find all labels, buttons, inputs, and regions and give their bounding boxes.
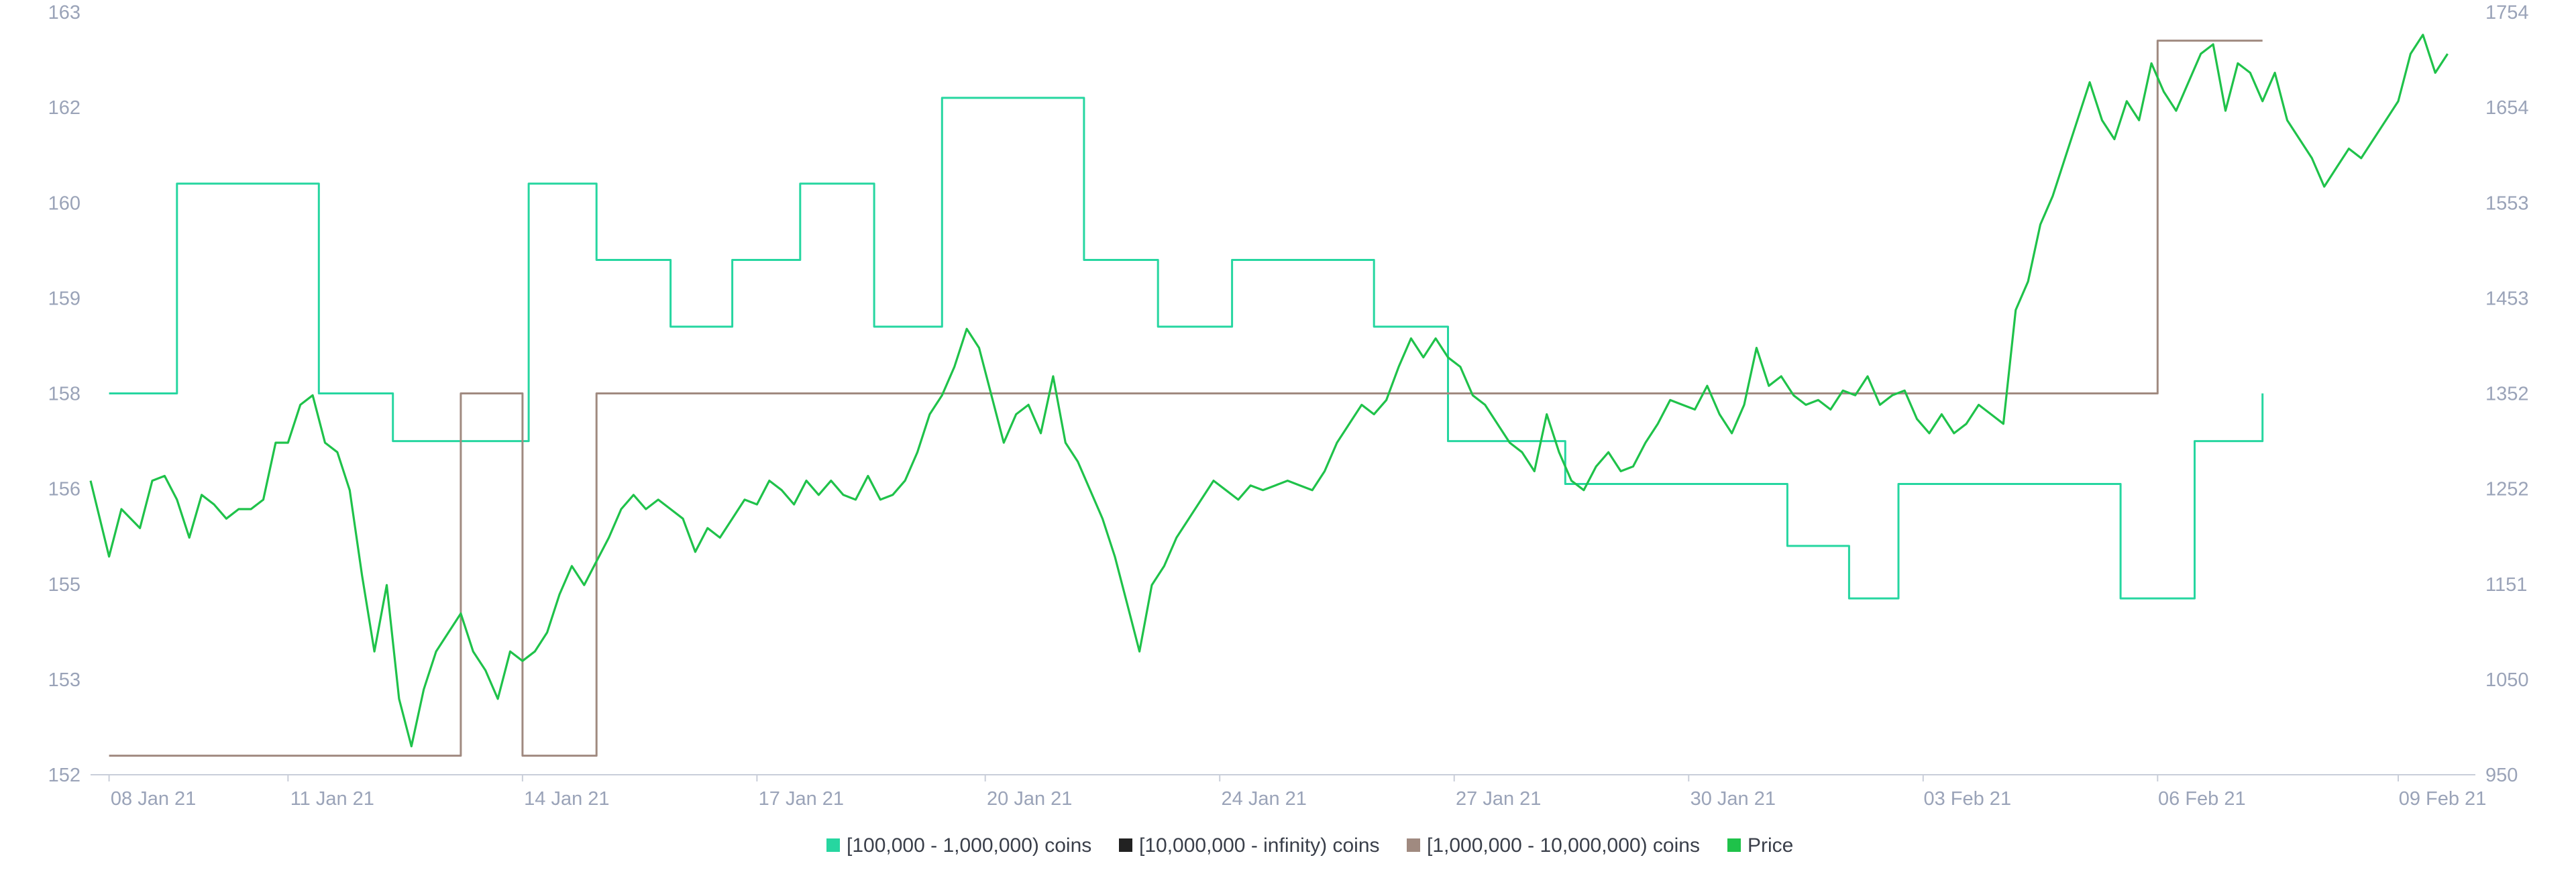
x-tick-label: 09 Feb 21 xyxy=(2399,788,2487,810)
y-right-tick-label: 1050 xyxy=(2485,669,2529,691)
legend-label-coins_1m_10m[interactable]: [1,000,000 - 10,000,000) coins xyxy=(1427,834,1700,857)
y-left-tick-label: 159 xyxy=(48,288,80,309)
y-right-tick-label: 1151 xyxy=(2485,574,2527,596)
y-right-tick-label: 950 xyxy=(2485,765,2518,786)
y-left-tick-label: 158 xyxy=(48,384,80,405)
y-right-tick-label: 1754 xyxy=(2485,2,2529,23)
x-tick-label: 06 Feb 21 xyxy=(2158,788,2246,810)
y-axis-right: 1754 1654 1553 1453 1352 1252 1151 1050 950 xyxy=(2485,2,2529,786)
x-tick-label: 14 Jan 21 xyxy=(524,788,609,810)
x-tick-label: 27 Jan 21 xyxy=(1456,788,1541,810)
x-tick-label: 24 Jan 21 xyxy=(1222,788,1307,810)
y-right-tick-label: 1252 xyxy=(2485,479,2529,500)
y-right-tick-label: 1453 xyxy=(2485,288,2529,309)
y-left-tick-label: 160 xyxy=(48,193,80,214)
x-tick-label: 17 Jan 21 xyxy=(759,788,844,810)
legend-swatch-price[interactable] xyxy=(1727,838,1741,852)
y-right-tick-label: 1654 xyxy=(2485,97,2529,119)
legend-label-coins_100k_1m[interactable]: [100,000 - 1,000,000) coins xyxy=(847,834,1091,857)
series-line-price xyxy=(89,34,2449,748)
plot-area xyxy=(89,34,2449,757)
legend-label-coins_10m_inf[interactable]: [10,000,000 - infinity) coins xyxy=(1139,834,1380,857)
x-tick-label: 08 Jan 21 xyxy=(111,788,196,810)
x-tick-label: 11 Jan 21 xyxy=(290,788,374,810)
x-tick-label: 20 Jan 21 xyxy=(987,788,1072,810)
x-tick-label: 30 Jan 21 xyxy=(1690,788,1776,810)
y-right-tick-label: 1352 xyxy=(2485,384,2529,405)
y-left-tick-label: 155 xyxy=(48,574,80,596)
y-left-tick-label: 153 xyxy=(48,669,80,691)
y-left-tick-label: 152 xyxy=(48,765,80,786)
y-left-tick-label: 162 xyxy=(48,97,80,119)
series-line-coins_100k_1m xyxy=(109,97,2264,600)
y-axis-left: 163 162 160 159 158 156 155 153 152 xyxy=(48,2,80,786)
y-left-tick-label: 156 xyxy=(48,479,80,500)
y-left-tick-label: 163 xyxy=(48,2,80,23)
y-right-tick-label: 1553 xyxy=(2485,193,2529,214)
x-tick-label: 03 Feb 21 xyxy=(1923,788,2011,810)
legend: [100,000 - 1,000,000) coins [10,000,000 -… xyxy=(826,834,1793,857)
legend-label-price[interactable]: Price xyxy=(1748,834,1793,857)
legend-swatch-coins_10m_inf[interactable] xyxy=(1119,838,1132,852)
legend-swatch-coins_100k_1m[interactable] xyxy=(826,838,840,852)
series-line-coins_1m_10m xyxy=(109,40,2263,757)
x-axis: 08 Jan 21 11 Jan 21 14 Jan 21 17 Jan 21 20 J… xyxy=(108,775,2487,810)
legend-swatch-coins_1m_10m[interactable] xyxy=(1407,838,1420,852)
